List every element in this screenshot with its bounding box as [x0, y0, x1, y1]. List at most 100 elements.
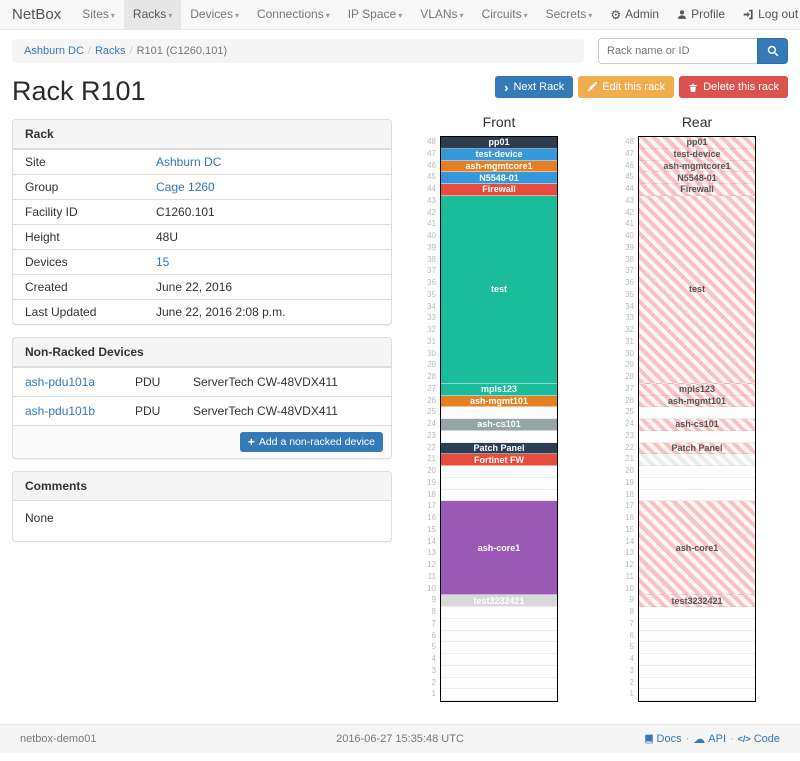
nav-ip-space-label: IP Space: [347, 7, 397, 21]
next-rack-button[interactable]: › Next Rack: [495, 76, 574, 98]
unit-number: 19: [427, 477, 436, 487]
rack-device-rear[interactable]: [639, 454, 755, 467]
row-label: Site: [25, 155, 46, 170]
breadcrumb-racks-link[interactable]: Racks: [94, 45, 126, 57]
rack-device-front[interactable]: Patch Panel: [441, 442, 557, 455]
unit-number: 29: [625, 360, 634, 370]
rack-device-rear[interactable]: mpls123: [639, 383, 755, 396]
brand-logo[interactable]: NetBox: [12, 6, 62, 23]
rack-unit-empty: [639, 466, 755, 478]
breadcrumb-current: R101 (C1260.101): [136, 45, 228, 57]
device-type: PDU: [135, 404, 161, 419]
rack-device-rear[interactable]: test-device: [639, 148, 755, 161]
rack-device-front[interactable]: Firewall: [441, 184, 557, 196]
docs-link[interactable]: Docs: [644, 733, 682, 745]
unit-number: 7: [629, 618, 634, 628]
rack-device-rear[interactable]: pp01: [639, 137, 755, 149]
rack-unit-empty: [639, 430, 755, 443]
site-link[interactable]: Ashburn DC: [156, 155, 222, 170]
unit-number: 35: [427, 289, 436, 299]
unit-number: 45: [625, 172, 634, 182]
admin-link[interactable]: ⚙ Admin: [601, 0, 668, 29]
unit-number: 30: [427, 348, 436, 358]
unit-number: 29: [427, 360, 436, 370]
nav-secrets[interactable]: Secrets ▾: [537, 0, 602, 29]
unit-number: 14: [427, 536, 436, 546]
device-model: ServerTech CW-48VDX411: [193, 375, 338, 390]
nav-connections[interactable]: Connections ▾: [248, 0, 339, 29]
edit-rack-button[interactable]: Edit this rack: [578, 76, 675, 98]
rack-search-input[interactable]: [598, 38, 757, 64]
profile-link[interactable]: Profile: [668, 0, 734, 29]
logout-label: Log out: [758, 7, 799, 21]
unit-number: 15: [625, 524, 634, 534]
rack-device-front[interactable]: ash-mgmtcore1: [441, 160, 557, 173]
api-link[interactable]: ☁ API: [693, 733, 726, 745]
unit-number: 9: [629, 595, 634, 605]
add-non-racked-device-button[interactable]: + Add a non-racked device: [239, 432, 383, 453]
rack-panel: Rack Site Ashburn DC Group Cage 1260 Facil…: [12, 119, 392, 326]
rack-device-rear[interactable]: N5548-01: [639, 172, 755, 185]
rack-device-rear[interactable]: test: [639, 195, 755, 384]
device-link[interactable]: ash-pdu101a: [25, 375, 96, 390]
unit-number: 44: [427, 184, 436, 194]
rack-unit-empty: [639, 642, 755, 655]
rack-device-front[interactable]: pp01: [441, 137, 557, 149]
unit-number: 4: [629, 654, 634, 664]
rack-device-front[interactable]: mpls123: [441, 383, 557, 396]
rack-search-button[interactable]: [757, 38, 788, 64]
rack-device-rear[interactable]: test3232421: [639, 595, 755, 608]
breadcrumb-site-link[interactable]: Ashburn DC: [24, 45, 84, 57]
rack-device-front[interactable]: ash-core1: [441, 501, 557, 596]
logout-link[interactable]: Log out: [734, 0, 800, 29]
nav-vlans[interactable]: VLANs ▾: [411, 0, 472, 29]
rack-device-front[interactable]: N5548-01: [441, 172, 557, 185]
rack-device-front[interactable]: ash-cs101: [441, 419, 557, 431]
rack-unit-empty: [441, 607, 557, 619]
cloud-icon: ☁: [693, 732, 706, 747]
rack-device-rear[interactable]: ash-cs101: [639, 419, 755, 431]
delete-rack-label: Delete this rack: [703, 81, 779, 93]
rack-device-rear[interactable]: ash-core1: [639, 501, 755, 596]
rack-device-rear[interactable]: ash-mgmtcore1: [639, 160, 755, 173]
group-link[interactable]: Cage 1260: [156, 180, 215, 195]
rack-device-rear[interactable]: ash-mgmt101: [639, 395, 755, 408]
rack-unit-empty: [639, 665, 755, 678]
unit-number: 43: [427, 195, 436, 205]
delete-rack-button[interactable]: Delete this rack: [679, 76, 788, 98]
page-title: Rack R101: [12, 76, 146, 106]
rear-elevation: Rear 48 47 46 45 44 43 42 41 40 39 38 37 36 35 34 33 32 3…: [618, 110, 756, 703]
add-non-racked-label: Add a non-racked device: [258, 436, 375, 449]
front-elevation-title: Front: [482, 114, 516, 131]
rack-device-front[interactable]: ash-mgmt101: [441, 395, 557, 408]
rack-device-front[interactable]: test3232421: [441, 595, 557, 608]
nav-sites[interactable]: Sites ▾: [73, 0, 124, 29]
rack-device-rear[interactable]: Patch Panel: [639, 442, 755, 455]
nav-sites-label: Sites: [82, 7, 109, 21]
user-menu: ⚙ Admin Profile Log out: [601, 0, 800, 29]
rack-device-front[interactable]: Fortinet FW: [441, 454, 557, 467]
device-link[interactable]: ash-pdu101b: [25, 404, 96, 419]
unit-number: 4: [431, 654, 436, 664]
rack-device-front[interactable]: test: [441, 195, 557, 384]
nav-circuits[interactable]: Circuits ▾: [473, 0, 537, 29]
non-racked-devices-panel: Non-Racked Devices ash-pdu101a PDU Serve…: [12, 337, 392, 460]
devices-count-link[interactable]: 15: [156, 255, 170, 270]
rack-unit-empty: [639, 489, 755, 502]
unit-number: 7: [431, 618, 436, 628]
rack-device-front[interactable]: test-device: [441, 148, 557, 161]
unit-number: 17: [427, 501, 436, 511]
facility-id-value: C1260.101: [156, 205, 215, 220]
code-link[interactable]: </> Code: [738, 733, 780, 745]
rack-device-rear[interactable]: Firewall: [639, 184, 755, 196]
link-separator: ·: [730, 733, 734, 746]
rack-unit-empty: [441, 677, 557, 690]
breadcrumb-separator: /: [87, 45, 91, 57]
unit-number: 40: [625, 231, 634, 241]
unit-number: 19: [625, 477, 634, 487]
next-rack-label: Next Rack: [513, 81, 565, 93]
nav-ip-space[interactable]: IP Space ▾: [339, 0, 412, 29]
nav-devices[interactable]: Devices ▾: [181, 0, 248, 29]
nav-racks[interactable]: Racks ▾: [123, 0, 182, 29]
unit-number: 31: [625, 336, 634, 346]
